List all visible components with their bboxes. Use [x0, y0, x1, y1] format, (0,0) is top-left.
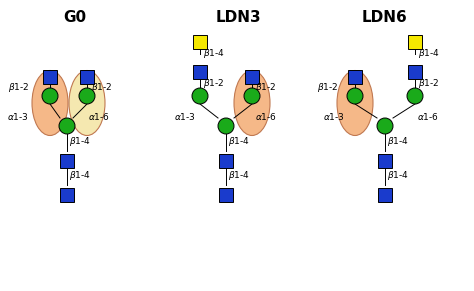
Text: $\beta$1-4: $\beta$1-4 — [203, 47, 225, 59]
Text: $\alpha$1-3: $\alpha$1-3 — [174, 111, 196, 122]
Text: $\beta$1-4: $\beta$1-4 — [418, 47, 440, 59]
Ellipse shape — [337, 70, 373, 136]
Circle shape — [59, 118, 75, 134]
FancyBboxPatch shape — [408, 65, 422, 79]
Text: $\beta$1-2: $\beta$1-2 — [8, 81, 29, 95]
Ellipse shape — [69, 70, 105, 136]
Text: $\alpha$1-3: $\alpha$1-3 — [7, 111, 29, 122]
FancyBboxPatch shape — [80, 70, 94, 84]
Text: $\beta$1-4: $\beta$1-4 — [387, 136, 409, 148]
Text: $\beta$1-2: $\beta$1-2 — [91, 81, 112, 95]
Text: $\beta$1-2: $\beta$1-2 — [418, 77, 439, 90]
FancyBboxPatch shape — [193, 35, 207, 49]
FancyBboxPatch shape — [219, 154, 233, 168]
Text: $\alpha$1-6: $\alpha$1-6 — [417, 111, 439, 122]
Ellipse shape — [32, 70, 68, 136]
FancyBboxPatch shape — [60, 154, 74, 168]
Circle shape — [377, 118, 393, 134]
Text: $\beta$1-2: $\beta$1-2 — [203, 77, 225, 90]
Text: G0: G0 — [64, 10, 87, 25]
Text: LDN3: LDN3 — [215, 10, 261, 25]
Circle shape — [347, 88, 363, 104]
Text: $\beta$1-4: $\beta$1-4 — [228, 136, 250, 148]
Text: $\beta$1-4: $\beta$1-4 — [69, 169, 91, 182]
Text: $\beta$1-4: $\beta$1-4 — [387, 169, 409, 182]
Circle shape — [192, 88, 208, 104]
FancyBboxPatch shape — [43, 70, 57, 84]
Text: LDN6: LDN6 — [362, 10, 408, 25]
FancyBboxPatch shape — [245, 70, 259, 84]
Text: $\alpha$1-3: $\alpha$1-3 — [323, 111, 345, 122]
FancyBboxPatch shape — [219, 188, 233, 202]
Circle shape — [244, 88, 260, 104]
Circle shape — [42, 88, 58, 104]
FancyBboxPatch shape — [378, 188, 392, 202]
Ellipse shape — [234, 70, 270, 136]
FancyBboxPatch shape — [408, 35, 422, 49]
FancyBboxPatch shape — [348, 70, 362, 84]
FancyBboxPatch shape — [193, 65, 207, 79]
FancyBboxPatch shape — [60, 188, 74, 202]
Circle shape — [79, 88, 95, 104]
Text: $\beta$1-4: $\beta$1-4 — [228, 169, 250, 182]
Text: $\alpha$1-6: $\alpha$1-6 — [255, 111, 277, 122]
Text: $\alpha$1-6: $\alpha$1-6 — [88, 111, 110, 122]
Text: $\beta$1-2: $\beta$1-2 — [255, 81, 276, 95]
Circle shape — [407, 88, 423, 104]
Circle shape — [218, 118, 234, 134]
FancyBboxPatch shape — [378, 154, 392, 168]
Text: $\beta$1-4: $\beta$1-4 — [69, 136, 91, 148]
Text: $\beta$1-2: $\beta$1-2 — [317, 81, 338, 95]
